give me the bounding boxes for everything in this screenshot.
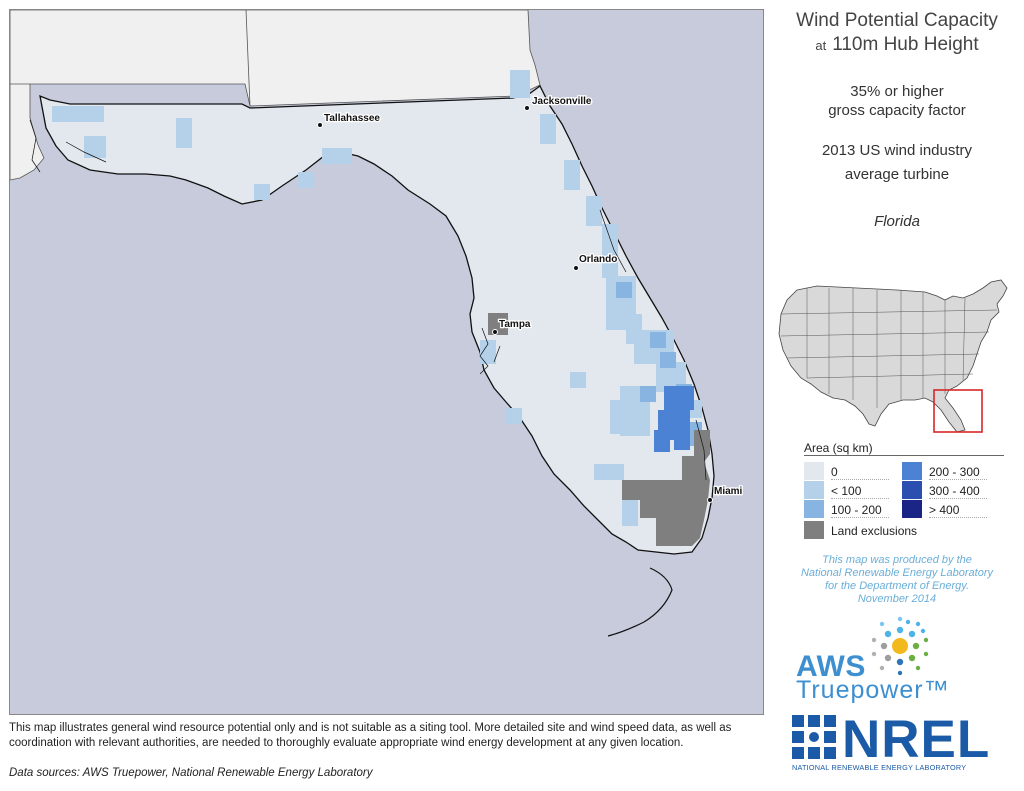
legend-label-lt100: < 100: [831, 484, 862, 498]
us-state-lines: [780, 288, 998, 408]
svg-text:Jacksonville: Jacksonville: [532, 96, 592, 107]
svg-text:Miami: Miami: [714, 486, 743, 497]
state-border: [245, 10, 251, 107]
legend-label-100-200: 100 - 200: [831, 503, 882, 517]
city-tampa: Tampa: [492, 318, 532, 335]
svg-text:Orlando: Orlando: [579, 254, 617, 265]
disclaimer-text: This map illustrates general wind resour…: [9, 722, 732, 749]
aws-wordmark: AWS: [796, 650, 866, 683]
legend-swatch-100-200: [804, 500, 824, 518]
turbine-line1: 2013 US wind industry: [821, 142, 973, 159]
nrel-grid-icon: [792, 715, 836, 759]
legend-label-0: 0: [831, 465, 838, 479]
legend-swatch-exclusions: [804, 521, 824, 539]
florida-map: Jacksonville Tallahassee Orlando Tampa M…: [9, 9, 764, 715]
wind-cells-lt100: [52, 70, 702, 526]
credit-line4: November 2014: [857, 593, 937, 605]
truepower-wordmark: Truepower™: [796, 676, 950, 704]
nrel-subtitle: NATIONAL RENEWABLE ENERGY LABORATORY: [792, 763, 967, 772]
turbine-line2: average turbine: [844, 166, 950, 183]
legend-label-exclusions: Land exclusions: [831, 524, 918, 538]
svg-text:Tallahassee: Tallahassee: [324, 113, 380, 124]
legend-title: Area (sq km): [804, 441, 1004, 456]
title-at: at: [815, 38, 827, 53]
state-name: Florida: [874, 213, 920, 230]
legend-swatch-gt400: [902, 500, 922, 518]
city-orlando: Orlando: [573, 253, 619, 271]
city-miami: Miami: [707, 485, 744, 503]
aws-truepower-logo: AWS Truepower™: [794, 614, 994, 709]
map-title: Wind Potential Capacity: [796, 10, 998, 31]
capacity-factor-line1: 35% or higher: [850, 83, 944, 100]
nrel-wordmark: NREL: [842, 710, 991, 769]
side-panel: Wind Potential Capacity at 110m Hub Heigh…: [770, 0, 1024, 791]
inset-highlight-box: [933, 389, 983, 433]
data-sources: Data sources: AWS Truepower, National Re…: [9, 767, 373, 779]
credit-line3: for the Department of Energy.: [824, 580, 970, 592]
hub-height: 110m Hub Height: [832, 34, 979, 55]
legend-swatch-0: [804, 462, 824, 480]
credit-text: This map was produced by the National Re…: [770, 554, 1024, 606]
legend-label-300-400: 300 - 400: [929, 484, 980, 498]
nrel-logo: NREL NATIONAL RENEWABLE ENERGY LABORATOR…: [792, 710, 997, 779]
us-locator-map: [778, 279, 1008, 433]
svg-text:Tampa: Tampa: [499, 319, 531, 330]
land-exclusions: [488, 313, 710, 546]
map-subtitle: at 110m Hub Height: [770, 34, 1024, 56]
city-tallahassee: Tallahassee: [317, 112, 382, 128]
florida-keys: [607, 567, 673, 637]
city-jacksonville: Jacksonville: [524, 95, 593, 111]
wind-cells-200-300: [654, 386, 694, 452]
legend-swatch-lt100: [804, 481, 824, 499]
credit-line1: This map was produced by the: [822, 554, 972, 566]
legend-label-200-300: 200 - 300: [929, 465, 980, 479]
credit-line2: National Renewable Energy Laboratory: [800, 567, 993, 579]
legend-swatch-300-400: [902, 481, 922, 499]
legend-label-gt400: > 400: [929, 503, 960, 517]
map-canvas: Jacksonville Tallahassee Orlando Tampa M…: [10, 10, 763, 714]
aws-dots-icon: [871, 616, 929, 676]
capacity-factor-line2: gross capacity factor: [828, 102, 966, 119]
legend-swatch-200-300: [902, 462, 922, 480]
coast-detail: [29, 119, 707, 481]
